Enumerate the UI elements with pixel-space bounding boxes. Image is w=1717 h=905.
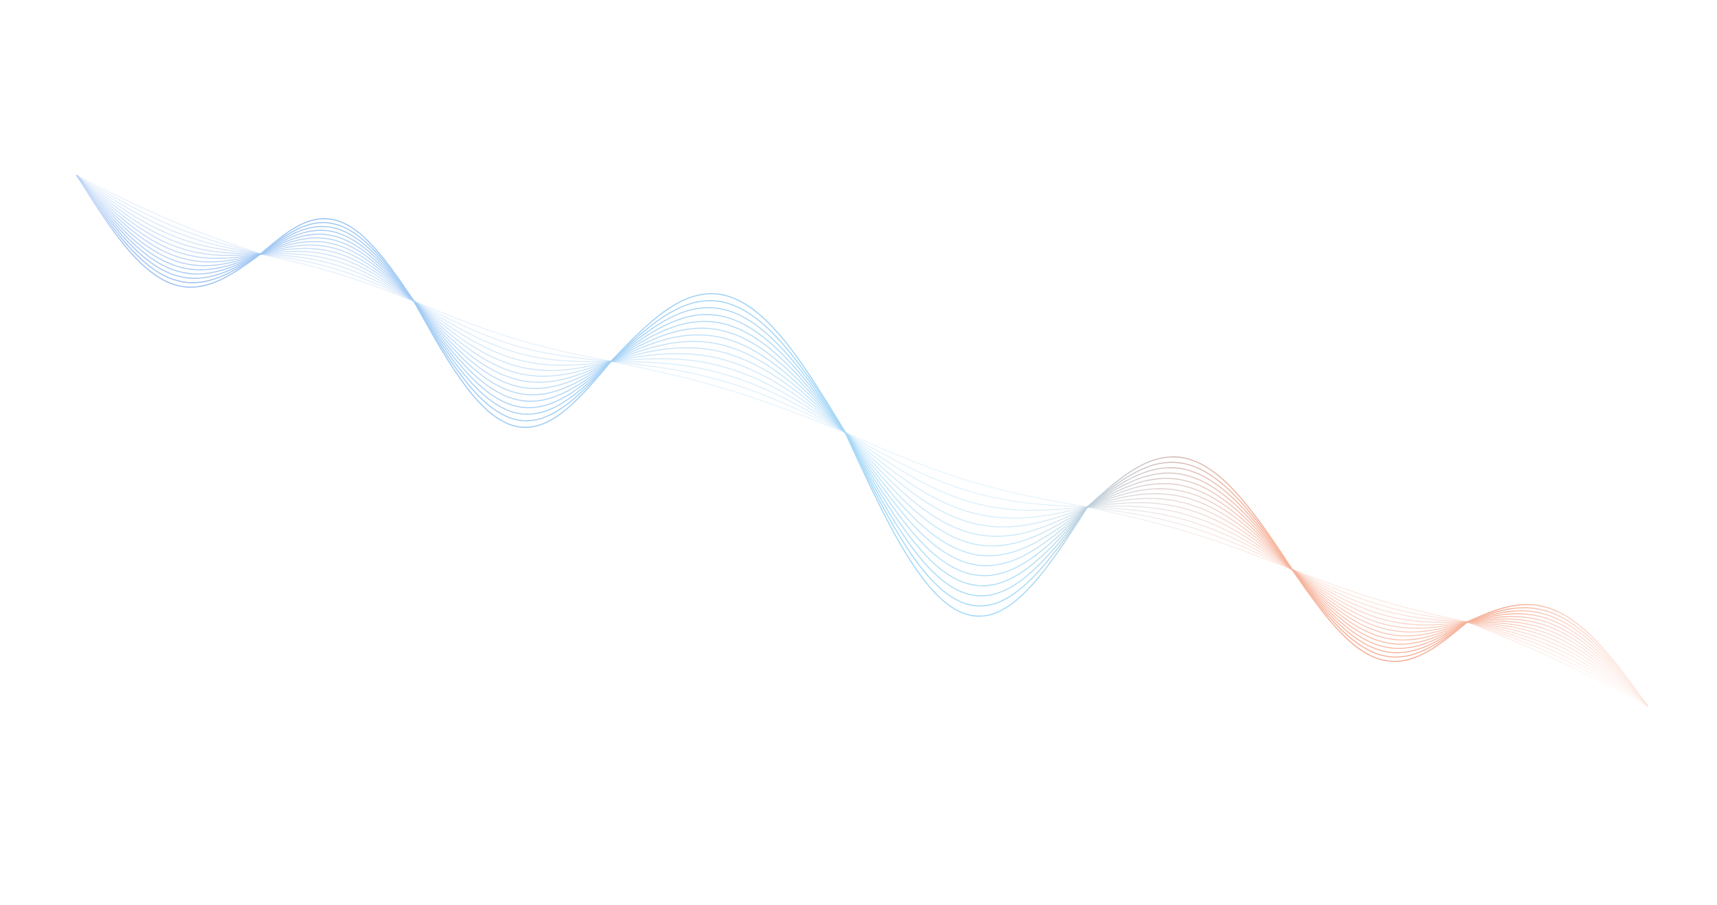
wave-line bbox=[76, 174, 1649, 707]
wave-line bbox=[76, 174, 1649, 707]
wave-line bbox=[76, 174, 1649, 707]
wave-line bbox=[76, 174, 1649, 707]
wave-line bbox=[76, 174, 1649, 707]
wave-line bbox=[76, 174, 1649, 707]
wave-line bbox=[76, 174, 1649, 707]
wave-line bbox=[76, 174, 1649, 707]
wave-line bbox=[76, 174, 1649, 707]
wave-line bbox=[76, 174, 1649, 707]
wave-line bbox=[76, 174, 1649, 707]
wave-line bbox=[76, 174, 1649, 707]
wave-line bbox=[76, 174, 1649, 707]
wave-line-group bbox=[76, 174, 1649, 707]
wave-line bbox=[76, 174, 1649, 707]
